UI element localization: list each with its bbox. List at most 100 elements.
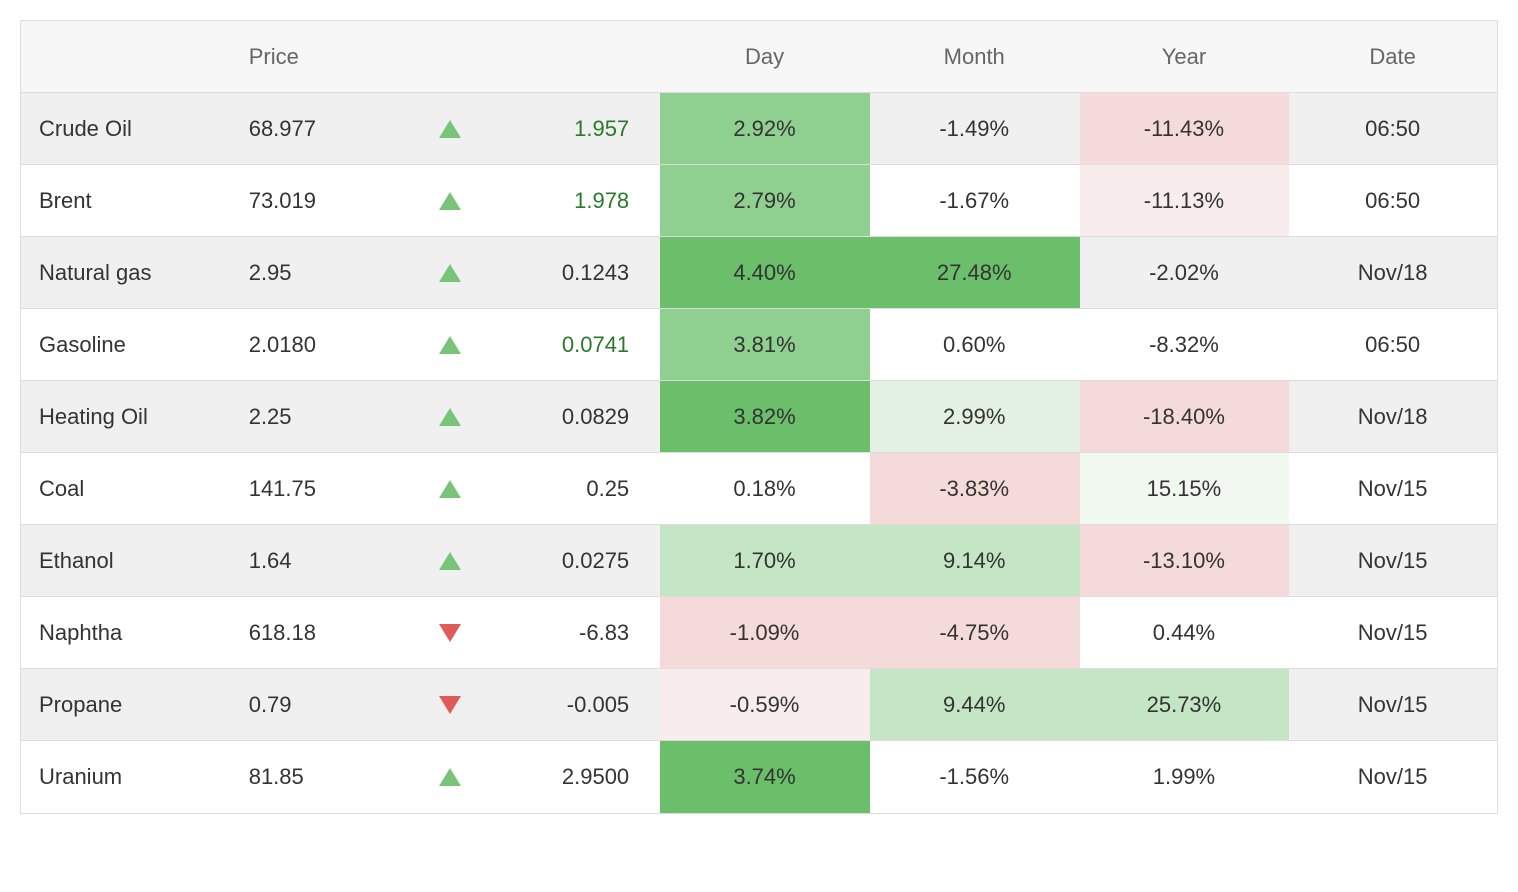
col-header-month[interactable]: Month — [870, 21, 1080, 92]
price-value: 2.95 — [231, 237, 401, 308]
commodity-name[interactable]: Gasoline — [21, 309, 231, 380]
commodities-table: Price Day Month Year Date Crude Oil68.97… — [20, 20, 1498, 814]
table-row[interactable]: Heating Oil2.25 0.08293.82%2.99%-18.40%No… — [21, 381, 1497, 453]
month-pct: 0.60% — [870, 309, 1080, 380]
day-pct: -1.09% — [660, 597, 870, 668]
day-pct: 4.40% — [660, 237, 870, 308]
month-pct: 9.14% — [870, 525, 1080, 596]
col-header-day[interactable]: Day — [660, 21, 870, 92]
price-value: 618.18 — [231, 597, 401, 668]
change-value: 0.0741 — [500, 309, 660, 380]
day-pct: 2.79% — [660, 165, 870, 236]
price-value: 81.85 — [231, 741, 401, 813]
commodity-name[interactable]: Coal — [21, 453, 231, 524]
commodity-name[interactable]: Naphtha — [21, 597, 231, 668]
commodity-name[interactable]: Crude Oil — [21, 93, 231, 164]
change-value: 0.25 — [500, 453, 660, 524]
date-value: 06:50 — [1289, 309, 1497, 380]
year-pct: -8.32% — [1080, 309, 1290, 380]
date-value: Nov/15 — [1289, 669, 1497, 740]
month-pct: 2.99% — [870, 381, 1080, 452]
triangle-down-icon — [400, 597, 500, 668]
triangle-up-icon — [400, 741, 500, 813]
commodity-name[interactable]: Uranium — [21, 741, 231, 813]
commodity-name[interactable]: Ethanol — [21, 525, 231, 596]
day-pct: 0.18% — [660, 453, 870, 524]
col-header-year[interactable]: Year — [1080, 21, 1290, 92]
change-value: -6.83 — [500, 597, 660, 668]
triangle-up-icon — [400, 93, 500, 164]
year-pct: -2.02% — [1080, 237, 1290, 308]
change-value: -0.005 — [500, 669, 660, 740]
year-pct: 15.15% — [1080, 453, 1290, 524]
year-pct: -11.43% — [1080, 93, 1290, 164]
triangle-up-icon — [400, 525, 500, 596]
year-pct: -13.10% — [1080, 525, 1290, 596]
triangle-down-icon — [400, 669, 500, 740]
date-value: Nov/15 — [1289, 741, 1497, 813]
triangle-up-icon — [400, 165, 500, 236]
commodity-name[interactable]: Brent — [21, 165, 231, 236]
table-row[interactable]: Brent73.019 1.9782.79%-1.67%-11.13%06:50 — [21, 165, 1497, 237]
year-pct: -11.13% — [1080, 165, 1290, 236]
commodity-name[interactable]: Heating Oil — [21, 381, 231, 452]
price-value: 2.0180 — [231, 309, 401, 380]
day-pct: 3.81% — [660, 309, 870, 380]
table-row[interactable]: Naphtha618.18 -6.83-1.09%-4.75%0.44%Nov/1… — [21, 597, 1497, 669]
col-header-date[interactable]: Date — [1289, 21, 1497, 92]
table-row[interactable]: Natural gas2.95 0.12434.40%27.48%-2.02%No… — [21, 237, 1497, 309]
change-value: 2.9500 — [500, 741, 660, 813]
month-pct: -1.56% — [870, 741, 1080, 813]
price-value: 2.25 — [231, 381, 401, 452]
change-value: 1.957 — [500, 93, 660, 164]
triangle-up-icon — [400, 237, 500, 308]
table-row[interactable]: Coal141.75 0.250.18%-3.83%15.15%Nov/15 — [21, 453, 1497, 525]
table-row[interactable]: Ethanol1.64 0.02751.70%9.14%-13.10%Nov/15 — [21, 525, 1497, 597]
month-pct: -4.75% — [870, 597, 1080, 668]
day-pct: 1.70% — [660, 525, 870, 596]
month-pct: -1.49% — [870, 93, 1080, 164]
date-value: 06:50 — [1289, 165, 1497, 236]
commodity-name[interactable]: Natural gas — [21, 237, 231, 308]
day-pct: 3.74% — [660, 741, 870, 813]
date-value: Nov/18 — [1289, 237, 1497, 308]
col-header-price[interactable]: Price — [231, 21, 401, 92]
table-header-row: Price Day Month Year Date — [21, 21, 1497, 93]
col-header-change — [500, 21, 660, 92]
triangle-up-icon — [400, 309, 500, 380]
year-pct: 0.44% — [1080, 597, 1290, 668]
year-pct: 1.99% — [1080, 741, 1290, 813]
year-pct: 25.73% — [1080, 669, 1290, 740]
date-value: Nov/15 — [1289, 453, 1497, 524]
day-pct: 2.92% — [660, 93, 870, 164]
year-pct: -18.40% — [1080, 381, 1290, 452]
change-value: 0.0275 — [500, 525, 660, 596]
month-pct: -1.67% — [870, 165, 1080, 236]
month-pct: 27.48% — [870, 237, 1080, 308]
change-value: 1.978 — [500, 165, 660, 236]
table-row[interactable]: Propane0.79 -0.005-0.59%9.44%25.73%Nov/15 — [21, 669, 1497, 741]
table-row[interactable]: Uranium81.85 2.95003.74%-1.56%1.99%Nov/15 — [21, 741, 1497, 813]
triangle-up-icon — [400, 381, 500, 452]
date-value: Nov/15 — [1289, 525, 1497, 596]
col-header-name[interactable] — [21, 21, 231, 92]
change-value: 0.0829 — [500, 381, 660, 452]
day-pct: 3.82% — [660, 381, 870, 452]
month-pct: 9.44% — [870, 669, 1080, 740]
date-value: 06:50 — [1289, 93, 1497, 164]
day-pct: -0.59% — [660, 669, 870, 740]
date-value: Nov/15 — [1289, 597, 1497, 668]
col-header-arrow — [400, 21, 500, 92]
table-row[interactable]: Gasoline2.0180 0.07413.81%0.60%-8.32%06:5… — [21, 309, 1497, 381]
price-value: 1.64 — [231, 525, 401, 596]
price-value: 73.019 — [231, 165, 401, 236]
price-value: 141.75 — [231, 453, 401, 524]
price-value: 68.977 — [231, 93, 401, 164]
date-value: Nov/18 — [1289, 381, 1497, 452]
commodity-name[interactable]: Propane — [21, 669, 231, 740]
price-value: 0.79 — [231, 669, 401, 740]
table-row[interactable]: Crude Oil68.977 1.9572.92%-1.49%-11.43%06… — [21, 93, 1497, 165]
triangle-up-icon — [400, 453, 500, 524]
change-value: 0.1243 — [500, 237, 660, 308]
month-pct: -3.83% — [870, 453, 1080, 524]
